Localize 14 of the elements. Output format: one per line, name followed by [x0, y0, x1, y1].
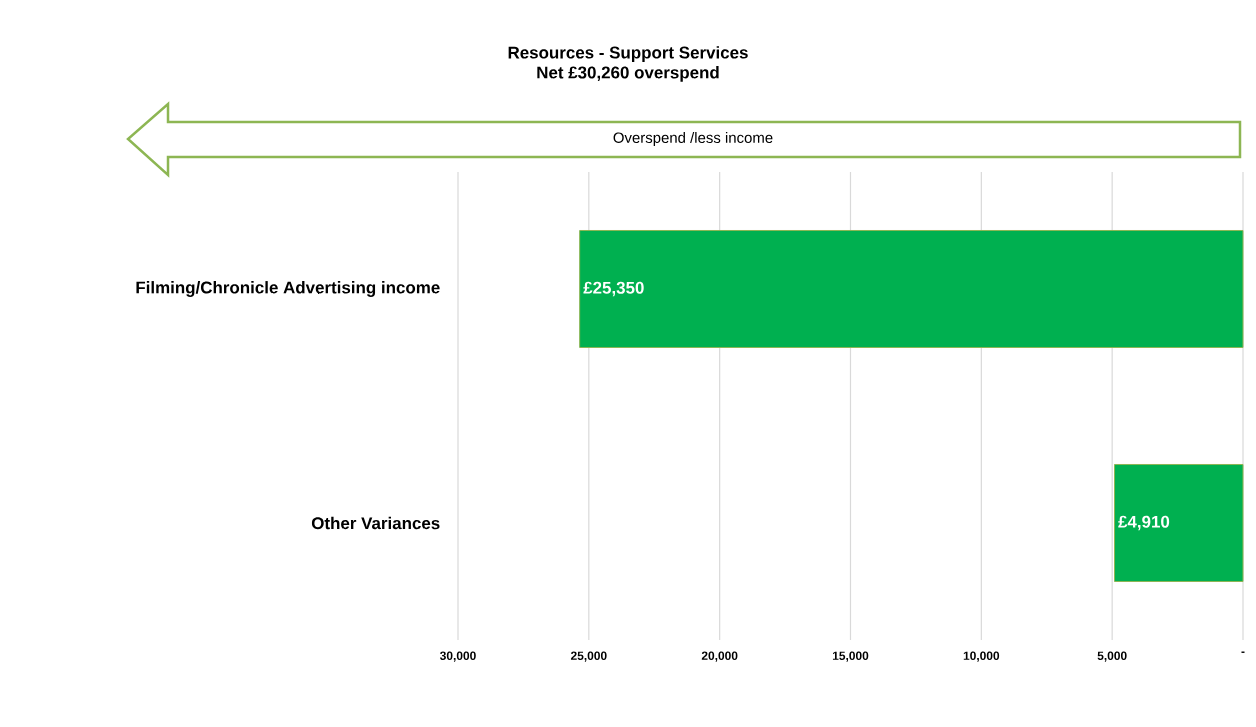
y-tick-label: Other Variances [311, 516, 440, 530]
x-tick-label: 5,000 [1097, 651, 1127, 662]
x-tick-label: 20,000 [701, 651, 738, 662]
x-tick-label: 10,000 [963, 651, 1000, 662]
data-label: £4,910 [1118, 515, 1170, 531]
y-tick-label: Filming/Chronicle Advertising income [136, 281, 440, 297]
x-tick-label: - [1241, 651, 1245, 653]
chart-title: Resources - Support Services [508, 46, 748, 62]
x-tick-label: 25,000 [570, 651, 607, 662]
x-tick-label: 30,000 [440, 651, 476, 662]
data-label: £25,350 [583, 281, 644, 297]
x-tick-label: 15,000 [832, 651, 869, 662]
chart-subtitle: Net £30,260 overspend [537, 66, 719, 82]
text: Overspend /less income [613, 132, 773, 146]
